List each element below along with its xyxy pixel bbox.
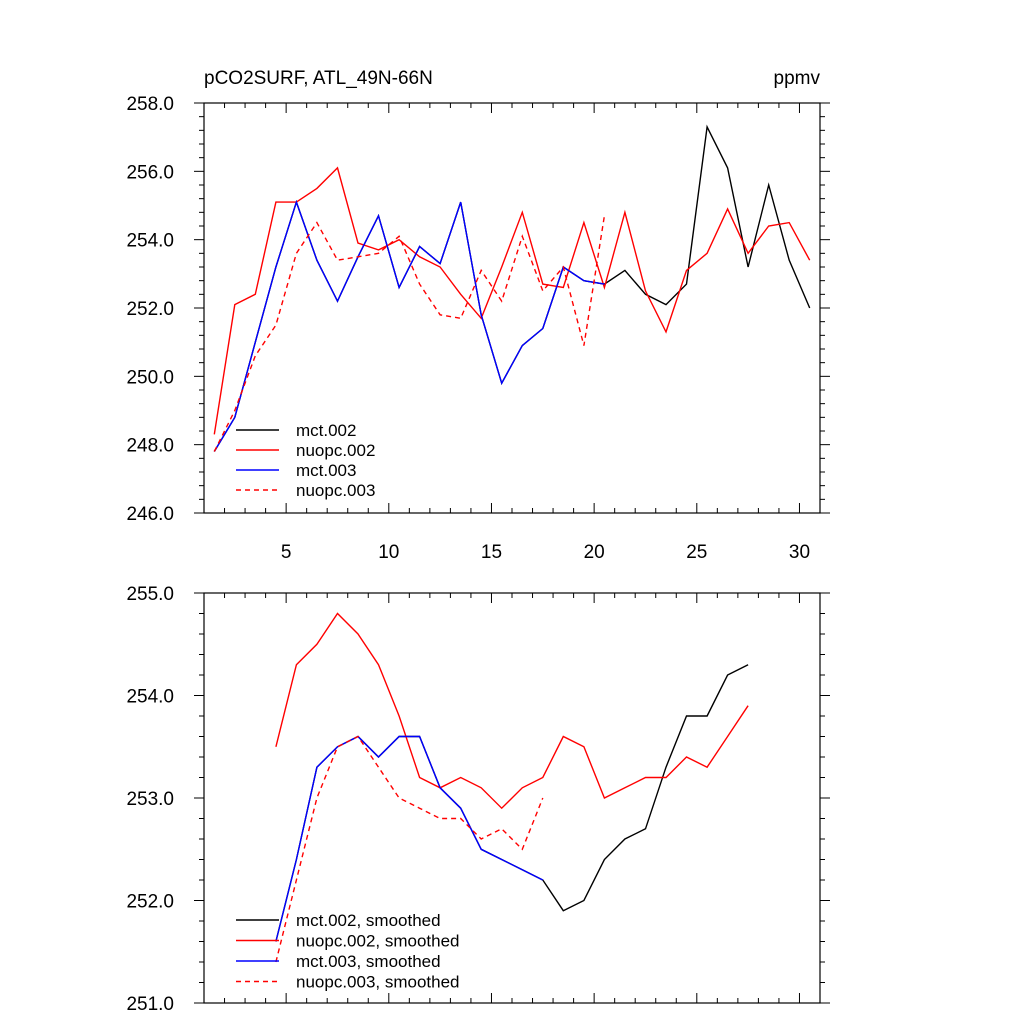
- series-line-nuopc-003-smoothed: [275, 735, 544, 963]
- series-line-mct-002: [213, 124, 811, 452]
- x-tick-label: 30: [789, 542, 810, 563]
- series-line-nuopc-003: [213, 215, 606, 452]
- legend-label: mct.002: [296, 421, 356, 440]
- y-tick-label: 248.0: [126, 436, 174, 457]
- y-tick-label: 251.0: [126, 994, 174, 1015]
- chart-panel-1: 5 10 15 20 25 30 246.0 248.0 250.0 252.0 254.0 256.…: [126, 94, 830, 563]
- x-tick-label: 20: [584, 542, 605, 563]
- legend-label: nuopc.003, smoothed: [296, 973, 460, 992]
- y-tick-label: 250.0: [126, 367, 174, 388]
- y-tick-label: 258.0: [126, 94, 174, 115]
- x-tick-label: 5: [281, 542, 292, 563]
- legend-label: mct.003: [296, 461, 356, 480]
- chart-units: ppmv: [774, 68, 821, 89]
- series-line-nuopc-002-smoothed: [275, 612, 749, 810]
- x-tick-label: 15: [481, 542, 502, 563]
- y-tick-label: 256.0: [126, 162, 174, 183]
- y-tick-label: 254.0: [126, 231, 174, 252]
- legend-label: nuopc.002: [296, 441, 375, 460]
- x-tick-label: 25: [686, 542, 707, 563]
- y-tick-label: 246.0: [126, 504, 174, 525]
- legend-label: nuopc.003: [296, 481, 375, 500]
- series-line-nuopc-002: [213, 166, 811, 435]
- y-tick-label: 255.0: [126, 584, 174, 605]
- x-tick-label: 10: [378, 542, 399, 563]
- chart-title: pCO2SURF, ATL_49N-66N: [204, 68, 433, 89]
- y-tick-label: 252.0: [126, 892, 174, 913]
- legend-label: mct.002, smoothed: [296, 911, 441, 930]
- y-tick-label: 254.0: [126, 687, 174, 708]
- y-tick-label: 252.0: [126, 299, 174, 320]
- chart-panel-2: 251.0 252.0 253.0 254.0 255.0 mct.002, smooth…: [126, 584, 830, 1015]
- series-line-mct-003-smoothed: [275, 735, 544, 942]
- legend-label: nuopc.002, smoothed: [296, 932, 460, 951]
- legend-label: mct.003, smoothed: [296, 952, 441, 971]
- series-line-mct-002-smoothed: [275, 664, 749, 942]
- series-line-mct-003: [213, 199, 605, 452]
- y-tick-label: 253.0: [126, 789, 174, 810]
